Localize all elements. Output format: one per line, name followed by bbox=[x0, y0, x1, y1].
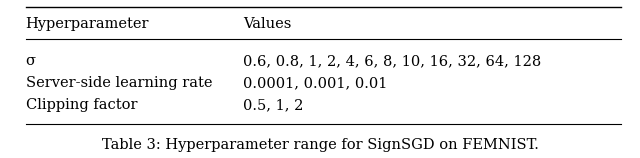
Text: Server-side learning rate: Server-side learning rate bbox=[26, 76, 212, 90]
Text: Hyperparameter: Hyperparameter bbox=[26, 18, 149, 31]
Text: Table 3: Hyperparameter range for SignSGD on FEMNIST.: Table 3: Hyperparameter range for SignSG… bbox=[102, 138, 538, 152]
Text: Values: Values bbox=[243, 18, 292, 31]
Text: Clipping factor: Clipping factor bbox=[26, 98, 137, 112]
Text: 0.6, 0.8, 1, 2, 4, 6, 8, 10, 16, 32, 64, 128: 0.6, 0.8, 1, 2, 4, 6, 8, 10, 16, 32, 64,… bbox=[243, 54, 541, 68]
Text: 0.0001, 0.001, 0.01: 0.0001, 0.001, 0.01 bbox=[243, 76, 388, 90]
Text: 0.5, 1, 2: 0.5, 1, 2 bbox=[243, 98, 303, 112]
Text: σ: σ bbox=[26, 54, 36, 68]
